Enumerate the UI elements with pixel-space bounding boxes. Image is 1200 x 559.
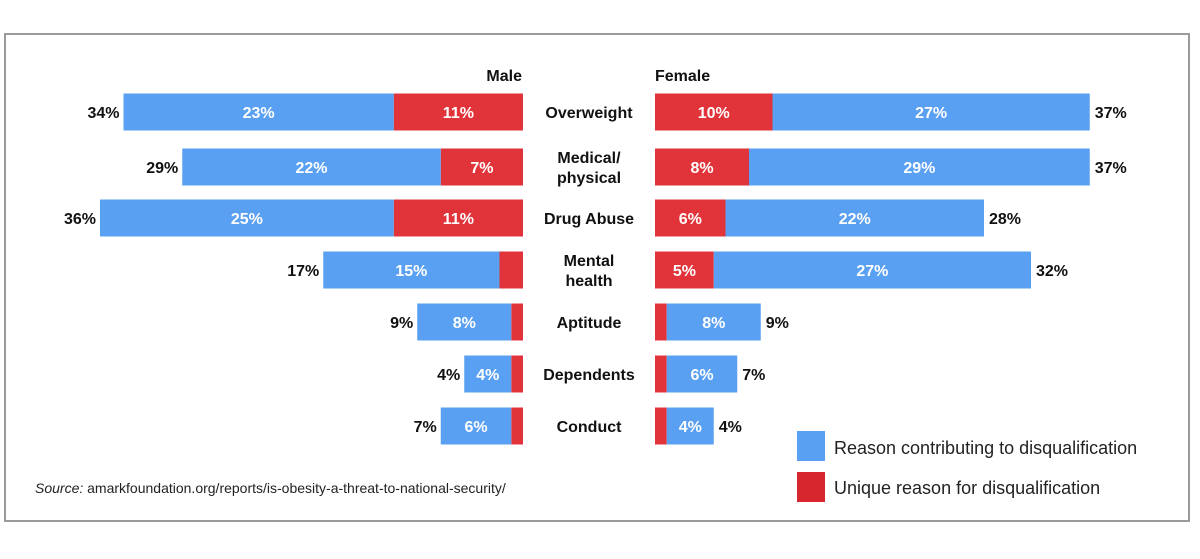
male-bar-contributing-conduct <box>440 407 512 445</box>
male-label-contributing-conduct: 6% <box>464 419 487 436</box>
female-label-contributing-conduct: 4% <box>679 419 702 436</box>
female-bar-contributing-aptitude <box>666 303 761 341</box>
female-total-overweight: 37% <box>1095 105 1127 122</box>
female-label-contributing-aptitude: 8% <box>702 315 725 332</box>
female-bar-unique-medical-physical <box>655 148 749 186</box>
female-bar-contributing-conduct <box>666 407 714 445</box>
male-label-contributing-drug-abuse: 25% <box>231 211 263 228</box>
female-bar-unique-conduct <box>655 407 667 445</box>
female-label-unique-overweight: 10% <box>698 105 730 122</box>
female-bar-unique-drug-abuse <box>655 199 726 237</box>
female-bar-contributing-mental-health <box>713 251 1031 289</box>
legend-label-contributing: Reason contributing to disqualification <box>834 438 1137 458</box>
male-total-aptitude: 9% <box>390 315 413 332</box>
male-bar-unique-conduct <box>511 407 523 445</box>
category-label-mental-health: Mental health <box>564 253 615 290</box>
male-bar-unique-aptitude <box>511 303 523 341</box>
male-bar-unique-drug-abuse <box>393 199 523 237</box>
female-bar-unique-dependents <box>655 355 667 393</box>
female-total-drug-abuse: 28% <box>989 211 1021 228</box>
female-total-conduct: 4% <box>719 419 742 436</box>
category-label-overweight: Overweight <box>545 105 633 122</box>
male-bar-contributing-mental-health <box>323 251 500 289</box>
female-label-contributing-dependents: 6% <box>690 367 713 384</box>
male-label-contributing-medical-physical: 22% <box>295 160 327 177</box>
male-label-contributing-dependents: 4% <box>476 367 499 384</box>
male-label-contributing-overweight: 23% <box>243 105 275 122</box>
female-label-unique-drug-abuse: 6% <box>679 211 702 228</box>
header-male: Male <box>486 68 522 85</box>
male-label-contributing-aptitude: 8% <box>453 315 476 332</box>
male-label-unique-overweight: 11% <box>443 105 474 122</box>
male-bar-contributing-medical-physical <box>182 148 441 186</box>
female-bar-unique-mental-health <box>655 251 714 289</box>
legend: Reason contributing to disqualification … <box>797 431 1137 502</box>
female-bar-contributing-medical-physical <box>749 148 1090 186</box>
female-bar-contributing-dependents <box>666 355 738 393</box>
male-bar-unique-dependents <box>511 355 523 393</box>
male-label-unique-medical-physical: 7% <box>470 160 493 177</box>
category-label-medical-physical: Medical/physical <box>557 150 621 187</box>
bars-layer <box>100 93 1090 445</box>
female-bar-unique-aptitude <box>655 303 667 341</box>
female-bar-unique-overweight <box>655 93 773 131</box>
labels-layer: Male Female Overweight 23% 11% 34% 27% 10% 37% Me… <box>64 68 1127 436</box>
legend-swatch-contributing <box>797 431 825 461</box>
male-bar-contributing-aptitude <box>417 303 512 341</box>
male-total-conduct: 7% <box>414 419 437 436</box>
category-line: Medical/ <box>557 150 621 167</box>
female-bar-contributing-drug-abuse <box>725 199 984 237</box>
male-total-dependents: 4% <box>437 367 460 384</box>
category-label-conduct: Conduct <box>557 419 623 436</box>
category-line: Mental <box>564 253 615 270</box>
category-label-aptitude: Aptitude <box>557 315 622 332</box>
female-total-medical-physical: 37% <box>1095 160 1127 177</box>
category-line: health <box>565 273 612 290</box>
male-bar-contributing-dependents <box>464 355 512 393</box>
male-bar-unique-overweight <box>393 93 523 131</box>
male-label-contributing-mental-health: 15% <box>395 263 427 280</box>
female-total-dependents: 7% <box>742 367 765 384</box>
legend-swatch-unique <box>797 472 825 502</box>
female-label-unique-medical-physical: 8% <box>690 160 713 177</box>
male-bar-contributing-overweight <box>123 93 394 131</box>
chart-frame <box>4 33 1190 522</box>
source-prefix: Source: <box>35 480 83 496</box>
header-female: Female <box>655 68 710 85</box>
source-note: Source: amarkfoundation.org/reports/is-o… <box>35 480 506 496</box>
female-label-contributing-medical-physical: 29% <box>903 160 935 177</box>
female-label-unique-mental-health: 5% <box>673 263 696 280</box>
male-label-unique-drug-abuse: 11% <box>443 211 474 228</box>
female-bar-contributing-overweight <box>772 93 1090 131</box>
female-label-contributing-overweight: 27% <box>915 105 947 122</box>
female-label-contributing-drug-abuse: 22% <box>839 211 871 228</box>
source-text: amarkfoundation.org/reports/is-obesity-a… <box>87 480 506 496</box>
male-total-medical-physical: 29% <box>146 160 178 177</box>
female-label-contributing-mental-health: 27% <box>856 263 888 280</box>
female-total-mental-health: 32% <box>1036 263 1068 280</box>
legend-label-unique: Unique reason for disqualification <box>834 478 1100 498</box>
category-label-dependents: Dependents <box>543 367 635 384</box>
male-total-overweight: 34% <box>87 105 119 122</box>
female-total-aptitude: 9% <box>766 315 789 332</box>
male-total-drug-abuse: 36% <box>64 211 96 228</box>
male-bar-contributing-drug-abuse <box>100 199 394 237</box>
male-total-mental-health: 17% <box>287 263 319 280</box>
male-bar-unique-medical-physical <box>440 148 523 186</box>
category-line: physical <box>557 170 621 187</box>
category-label-drug-abuse: Drug Abuse <box>544 211 634 228</box>
male-bar-unique-mental-health <box>499 251 523 289</box>
